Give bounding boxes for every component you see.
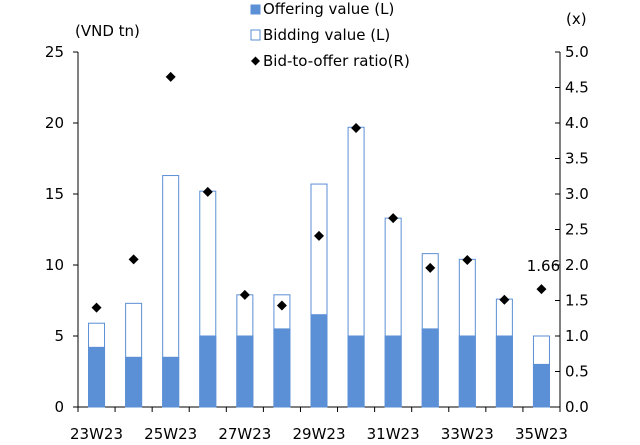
x-tick-label: 25W23 xyxy=(144,425,197,443)
offering-bar xyxy=(421,328,439,408)
left-tick-label: 25 xyxy=(45,43,64,61)
x-axis-ticks: 23W23 25W23 27W23 29W23 31W23 33W23 35W23 xyxy=(70,407,568,443)
offering-bar xyxy=(88,346,106,408)
legend-offering-swatch xyxy=(250,4,261,15)
right-tick-label: 3.0 xyxy=(565,185,589,203)
offering-bar xyxy=(310,314,328,408)
ratio-marker xyxy=(276,300,287,311)
ratio-marker xyxy=(165,71,176,82)
x-tick-label: 33W23 xyxy=(441,425,494,443)
ratio-marker xyxy=(202,186,213,197)
ratio-marker xyxy=(91,302,102,313)
right-tick-label: 5.0 xyxy=(565,43,589,61)
offering-bar xyxy=(495,335,513,408)
x-tick-label: 35W23 xyxy=(515,425,568,443)
legend-offering-label: Offering value (L) xyxy=(263,0,394,18)
offering-bar xyxy=(236,335,254,408)
legend-bidding-swatch xyxy=(250,29,261,41)
right-tick-label: 1.5 xyxy=(565,292,589,310)
legend-ratio-label: Bid-to-offer ratio(R) xyxy=(263,52,410,70)
bars xyxy=(88,126,550,408)
left-tick-label: 5 xyxy=(54,327,64,345)
offering-bar xyxy=(458,335,476,408)
right-axis-unit: (x) xyxy=(566,10,587,28)
left-tick-label: 15 xyxy=(45,185,64,203)
legend: Offering value (L) Bidding value (L) Bid-t… xyxy=(250,0,410,70)
x-tick-label: 31W23 xyxy=(367,425,420,443)
ratio-marker xyxy=(128,254,139,265)
left-axis-ticks: 0 5 10 15 20 25 xyxy=(45,43,78,416)
annotations: 1.66 xyxy=(527,257,560,275)
right-tick-label: 4.5 xyxy=(565,79,589,97)
offering-bar xyxy=(273,328,291,408)
left-tick-label: 10 xyxy=(45,256,64,274)
left-tick-label: 20 xyxy=(45,114,64,132)
ratio-marker xyxy=(536,284,547,295)
left-tick-label: 0 xyxy=(54,398,64,416)
ratio-marker xyxy=(462,255,473,266)
ratio-marker xyxy=(239,289,250,300)
x-tick-label: 23W23 xyxy=(70,425,123,443)
offering-bar xyxy=(532,363,550,408)
offering-bar xyxy=(384,335,402,408)
ratio-marker xyxy=(314,230,324,241)
ratio-marker xyxy=(499,294,510,305)
right-tick-label: 1.0 xyxy=(565,327,589,345)
ratio-marker xyxy=(425,262,436,273)
legend-bidding-label: Bidding value (L) xyxy=(263,26,390,44)
ratio-marker xyxy=(388,213,399,224)
right-axis-ticks: 0.0 0.5 1.0 1.5 2.0 2.5 3.0 3.5 4.0 4.5 5.0 xyxy=(555,43,589,416)
offering-bar xyxy=(162,356,180,408)
x-tick-label: 29W23 xyxy=(292,425,345,443)
ratio-marker xyxy=(351,122,362,133)
offering-bar xyxy=(347,335,365,408)
ratio-markers xyxy=(91,71,547,313)
x-tick-label: 27W23 xyxy=(218,425,271,443)
right-tick-label: 0.5 xyxy=(565,363,589,381)
right-tick-label: 2.5 xyxy=(565,221,589,239)
offering-bar xyxy=(125,356,143,408)
right-tick-label: 0.0 xyxy=(565,398,589,416)
legend-ratio-marker xyxy=(251,56,260,66)
right-tick-label: 2.0 xyxy=(565,256,589,274)
offering-bar xyxy=(199,335,217,408)
annotation-label: 1.66 xyxy=(527,257,560,275)
left-axis-unit: (VND tn) xyxy=(75,22,140,40)
right-tick-label: 3.5 xyxy=(565,150,589,168)
right-tick-label: 4.0 xyxy=(565,114,589,132)
